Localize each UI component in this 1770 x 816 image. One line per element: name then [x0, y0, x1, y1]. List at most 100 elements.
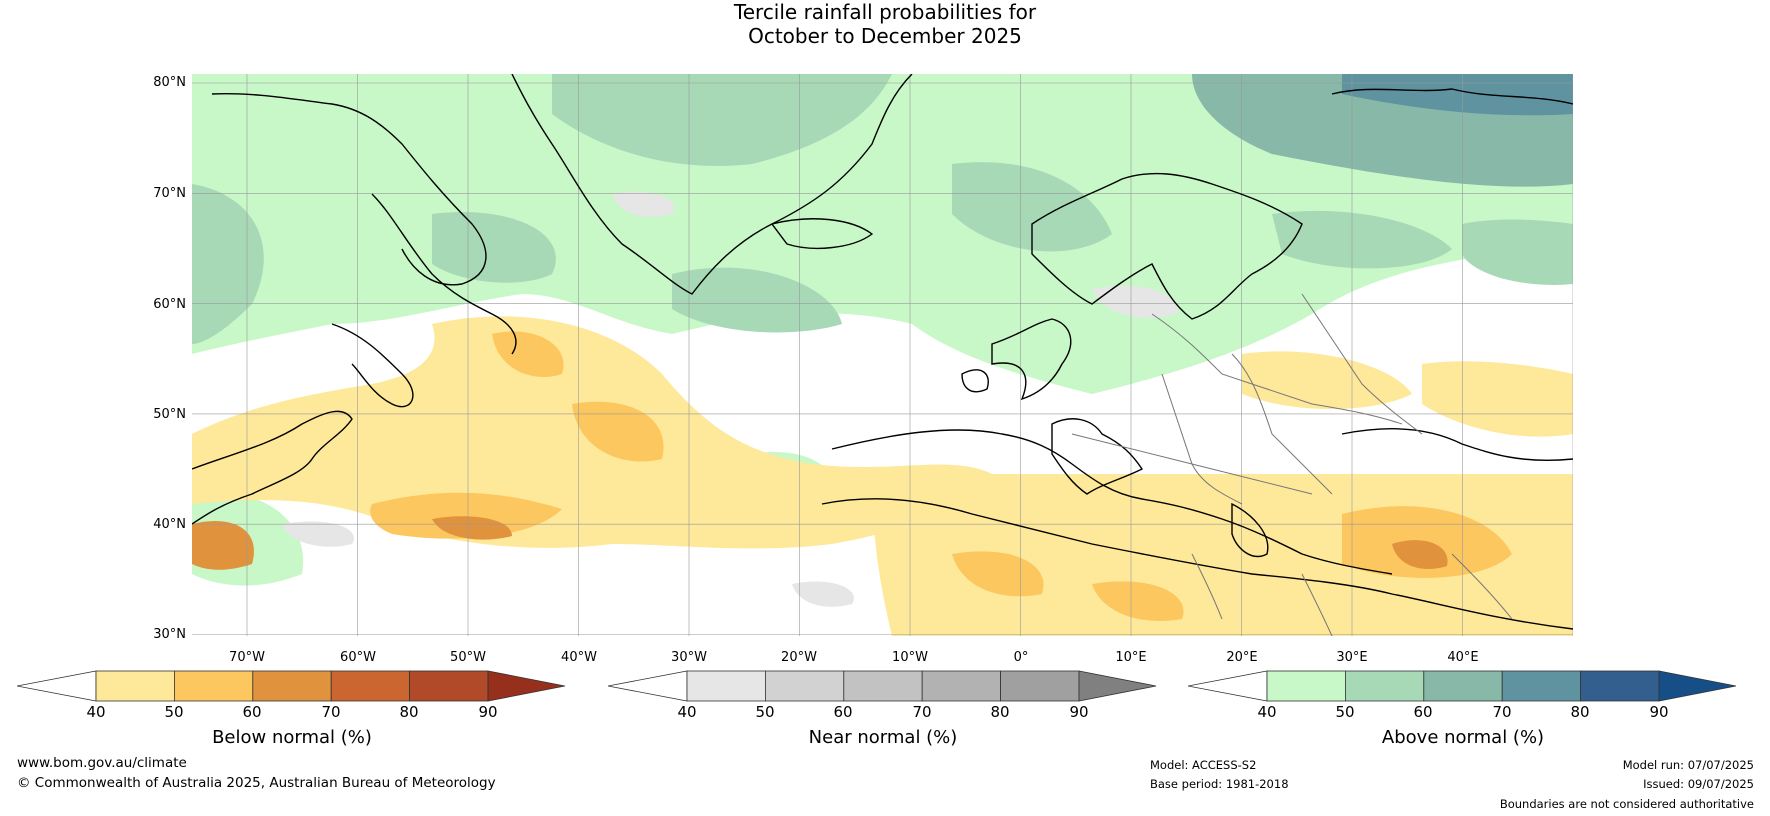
above-normal-50-region [192, 74, 1573, 394]
colorbar-below-title: Below normal (%) [212, 727, 372, 748]
map-canvas [192, 74, 1573, 636]
colorbar-swatch [1266, 670, 1346, 702]
longitude-label-60w: 60°W [340, 650, 376, 665]
colorbar-near-title: Near normal (%) [808, 727, 958, 748]
title-line-2: October to December 2025 [748, 24, 1022, 48]
below-normal-60-region [492, 331, 564, 378]
latitude-label-50n: 50°N [153, 407, 186, 422]
colorbar-extend-low [16, 670, 97, 702]
footer-disclaimer: Boundaries are not considered authoritat… [1499, 797, 1754, 811]
colorbar-swatch [95, 670, 175, 702]
near-normal-50-region [612, 191, 674, 217]
colorbar-extend-low [1187, 670, 1268, 702]
colorbar-above-tick-60: 60 [1413, 703, 1433, 721]
above-normal-60-region [432, 212, 556, 283]
colorbar-extend-high [1658, 670, 1737, 702]
below-normal-50-region [1422, 361, 1573, 437]
above-normal-60-region [1272, 210, 1452, 269]
colorbar-above-normal: 40 50 60 70 80 90 Above normal (%) [1187, 669, 1738, 779]
latitude-label-80n: 80°N [153, 75, 186, 90]
longitude-label-40e: 40°E [1447, 650, 1479, 665]
longitude-label-10w: 10°W [892, 650, 928, 665]
colorbar-below-tick-60: 60 [242, 703, 262, 721]
colorbar-extend-high [487, 670, 566, 702]
coastline-great-britain [991, 318, 1072, 401]
colorbar-extend-low [607, 670, 688, 702]
coastlines [192, 74, 1573, 630]
colorbar-swatch [1344, 670, 1425, 702]
near-normal-50-region [1092, 285, 1178, 318]
near-normal-50-region [792, 581, 854, 607]
coastline-ireland [961, 369, 989, 393]
above-normal-60-region [952, 162, 1112, 252]
footer-website: www.bom.gov.au/climate [17, 755, 187, 771]
colorbar-near-tick-70: 70 [912, 703, 932, 721]
above-normal-80-region [1342, 74, 1573, 116]
colorbar-near-normal: 40 50 60 70 80 90 Near normal (%) [607, 669, 1158, 779]
colorbar-near-normal-swatches [607, 670, 1157, 702]
above-normal-60-region [1462, 219, 1573, 285]
probability-shading [192, 74, 1573, 636]
footer-base-period: Base period: 1981-2018 [1150, 777, 1289, 791]
coastline-us-east [192, 410, 353, 525]
longitude-label-70w: 70°W [229, 650, 265, 665]
colorbar-above-tick-40: 40 [1257, 703, 1277, 721]
colorbar-near-tick-50: 50 [755, 703, 775, 721]
colorbar-swatch [764, 670, 845, 702]
colorbar-extend-high [1078, 670, 1157, 702]
colorbar-near-tick-60: 60 [833, 703, 853, 721]
colorbar-below-tick-80: 80 [399, 703, 419, 721]
title-line-1: Tercile rainfall probabilities for [733, 0, 1037, 24]
colorbar-swatch [1000, 670, 1080, 702]
colorbar-swatch [921, 670, 1002, 702]
coastline-labrador [331, 323, 414, 408]
coastline-baffin [371, 193, 517, 355]
longitude-label-50w: 50°W [450, 650, 486, 665]
colorbar-swatch [1580, 670, 1660, 702]
longitude-label-30w: 30°W [671, 650, 707, 665]
coastline-north-africa [821, 498, 1573, 630]
below-normal-60-region [370, 492, 562, 539]
coastline-black-sea [1341, 428, 1573, 462]
longitude-label-20e: 20°E [1226, 650, 1258, 665]
longitude-label-30e: 30°E [1336, 650, 1368, 665]
colorbar-above-title: Above normal (%) [1381, 727, 1545, 748]
colorbar-swatch [330, 670, 411, 702]
colorbar-swatch [1423, 670, 1503, 702]
colorbar-above-normal-swatches [1187, 670, 1737, 702]
colorbar-swatch [409, 670, 489, 702]
colorbar-below-tick-50: 50 [164, 703, 184, 721]
below-normal-60-region [572, 401, 664, 462]
colorbar-swatch [843, 670, 923, 702]
country-borders [1071, 293, 1513, 636]
longitude-label-20w: 20°W [781, 650, 817, 665]
longitude-label-10e: 10°E [1115, 650, 1147, 665]
near-normal-50-region [282, 521, 354, 547]
colorbar-below-normal: 40 50 60 70 80 90 Below normal (%) [16, 669, 567, 779]
latitude-label-60n: 60°N [153, 297, 186, 312]
latitude-label-30n: 30°N [153, 627, 186, 642]
above-normal-60-region [192, 184, 264, 344]
map-gridlines [192, 74, 1573, 636]
colorbar-below-tick-90: 90 [478, 703, 498, 721]
coastline-svalbard [1331, 88, 1573, 105]
coastline-scandinavia [1031, 172, 1303, 320]
colorbar-swatch [173, 670, 254, 702]
coastline-greenland [511, 74, 913, 295]
below-normal-70-region [1392, 540, 1448, 570]
footer-model-run: Model run: 07/07/2025 [1622, 758, 1754, 772]
rainfall-probability-map [192, 74, 1573, 636]
colorbar-above-tick-80: 80 [1570, 703, 1590, 721]
footer-issued: Issued: 09/07/2025 [1643, 777, 1754, 791]
colorbar-below-tick-40: 40 [86, 703, 106, 721]
map-title: Tercile rainfall probabilities for Octob… [0, 0, 1770, 48]
longitude-label-0: 0° [1013, 650, 1029, 665]
latitude-label-40n: 40°N [153, 517, 186, 532]
colorbar-above-tick-50: 50 [1335, 703, 1355, 721]
below-normal-70-region [432, 516, 512, 540]
coastline-france-spain [1051, 418, 1144, 495]
coastline-iceland [770, 218, 874, 249]
footer-copyright: © Commonwealth of Australia 2025, Austra… [17, 775, 496, 791]
colorbar-swatch [686, 670, 766, 702]
below-normal-60-region [1092, 581, 1184, 621]
